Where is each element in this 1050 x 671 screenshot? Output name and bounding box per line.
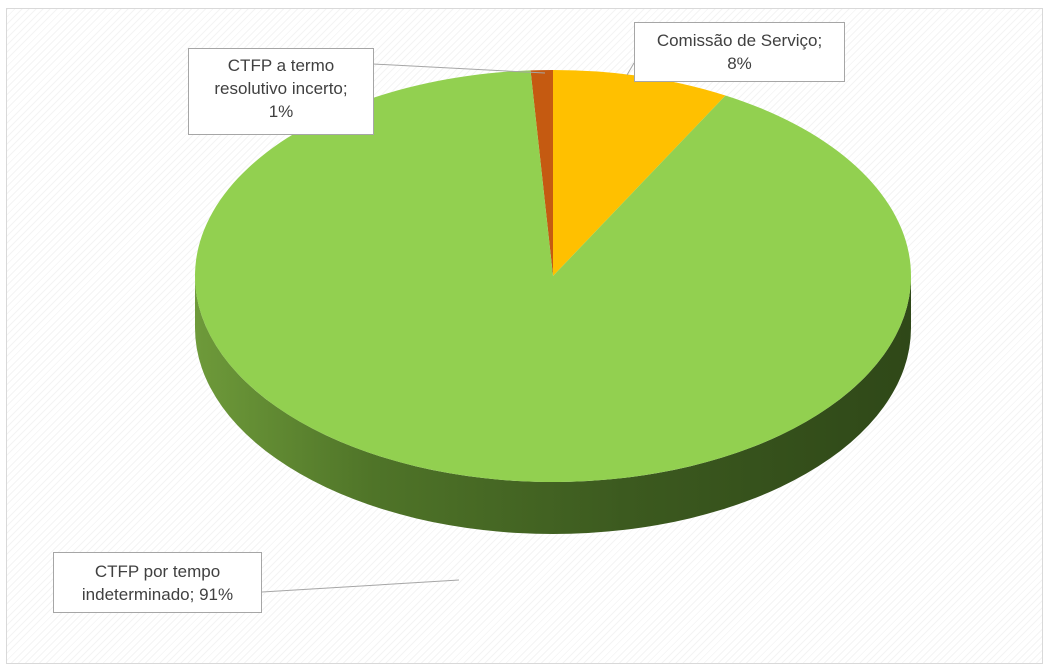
data-label-ctfp-termo-incerto: CTFP a termo resolutivo incerto; 1% (188, 48, 374, 135)
data-label-comissao-servico: Comissão de Serviço; 8% (634, 22, 845, 82)
pie-slice-ctfp-a-termo-resolutivo-incerto (530, 70, 553, 276)
leader-line-1 (626, 62, 635, 76)
pie-slice-ctfp-por-tempo-indeterminado (195, 70, 911, 482)
data-label-ctfp-tempo-indeterminado: CTFP por tempo indeterminado; 91% (53, 552, 262, 613)
pie-slice-comissao-de-servico (553, 70, 726, 276)
leader-line-2 (261, 579, 460, 593)
leader-line-0 (372, 63, 546, 74)
chart-area: CTFP a termo resolutivo incerto; 1% Comi… (6, 8, 1043, 664)
pie-side-wall (195, 276, 911, 534)
pie-chart (195, 62, 911, 593)
